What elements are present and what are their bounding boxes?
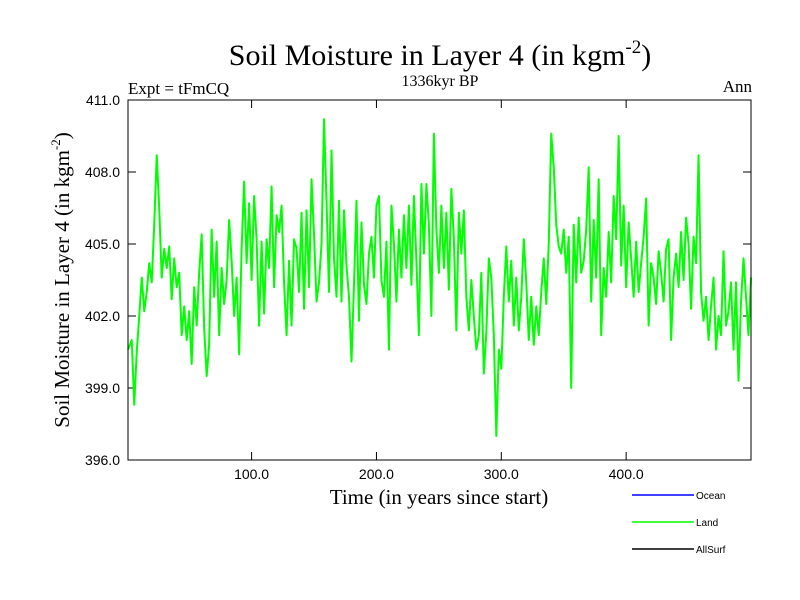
- x-axis-label: Time (in years since start): [330, 485, 549, 509]
- x-tick-label: 100.0: [234, 466, 269, 482]
- y-axis-label: Soil Moisture in Layer 4 (in kgm-2): [48, 132, 74, 427]
- y-tick-label: 411.0: [86, 92, 120, 108]
- y-tick-label: 408.0: [85, 164, 120, 180]
- x-tick-label: 200.0: [359, 466, 394, 482]
- y-tick-label: 405.0: [85, 236, 120, 252]
- legend-label-land: Land: [696, 518, 718, 529]
- plot-area: 396.0 399.0 402.0 405.0 408.0 411.0 100.0 200.0…: [85, 92, 752, 482]
- y-tick-label: 399.0: [85, 380, 120, 396]
- legend-label-ocean: Ocean: [696, 491, 725, 502]
- season-label: Ann: [723, 77, 753, 96]
- y-tick-label: 402.0: [85, 308, 120, 324]
- plot-frame: [127, 99, 752, 461]
- chart-title: Soil Moisture in Layer 4 (in kgm-2): [229, 37, 651, 72]
- x-tick-label: 300.0: [484, 466, 519, 482]
- x-tick-label: 400.0: [609, 466, 644, 482]
- series-line-land: [127, 118, 752, 437]
- legend-label-allsurf: AllSurf: [696, 545, 726, 556]
- chart-subtitle: 1336kyr BP: [402, 73, 479, 90]
- y-axis-label-superscript: -2: [48, 139, 63, 150]
- experiment-label: Expt = tFmCQ: [128, 79, 229, 98]
- legend: Ocean Land AllSurf: [632, 491, 726, 556]
- y-tick-label: 396.0: [85, 452, 120, 468]
- chart-title-superscript: -2: [625, 37, 641, 58]
